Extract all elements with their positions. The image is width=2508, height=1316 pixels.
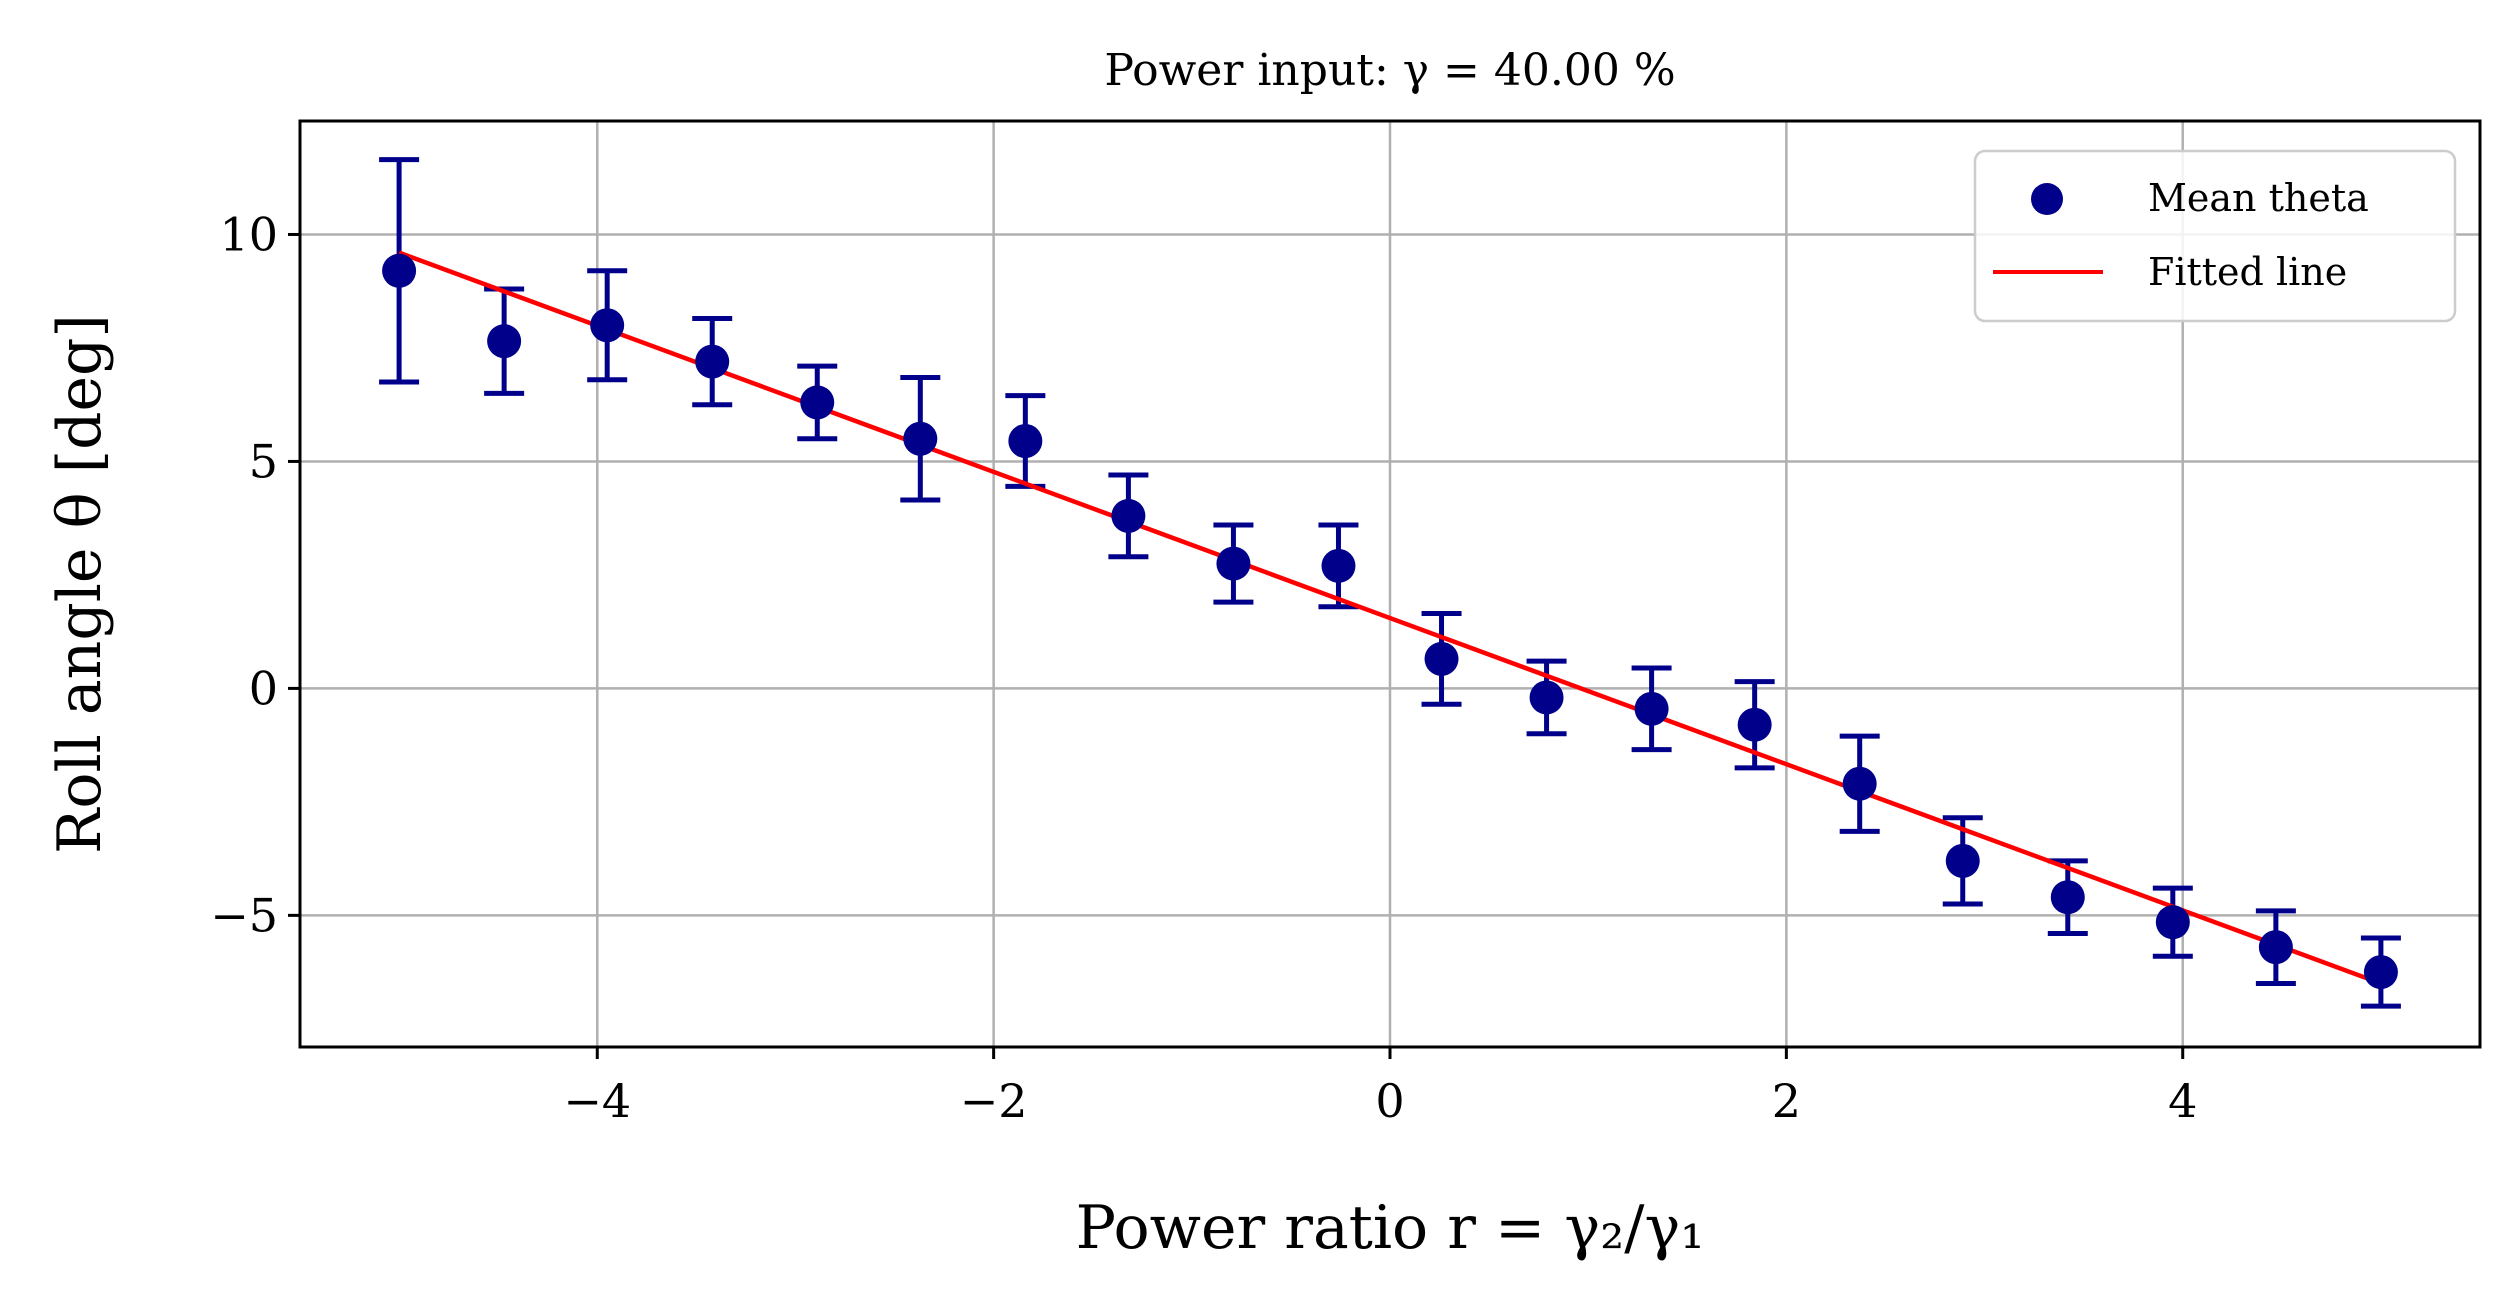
data-point bbox=[1111, 498, 1146, 533]
ticks: −4 −2 0 2 4 −5 0 5 10 bbox=[210, 207, 2197, 1128]
fitted-line bbox=[398, 250, 2382, 986]
x-tick-label: 4 bbox=[2168, 1074, 2197, 1128]
x-axis-label: Power ratio r = γ₂/γ₁ bbox=[1076, 1193, 1705, 1263]
y-tick-label: 5 bbox=[249, 434, 278, 488]
x-tick-label: 0 bbox=[1375, 1074, 1404, 1128]
legend-label-fitted-line: Fitted line bbox=[2148, 250, 2347, 294]
y-axis-label: Roll angle θ [deg] bbox=[45, 314, 115, 854]
data-point bbox=[903, 421, 938, 456]
data-point bbox=[590, 308, 625, 343]
chart-title: Power input: γ = 40.00 % bbox=[1104, 45, 1675, 96]
y-tick-label: −5 bbox=[210, 888, 278, 942]
data-point bbox=[2363, 955, 2398, 990]
data-point bbox=[1008, 424, 1043, 459]
legend: Mean theta Fitted line bbox=[1973, 149, 2457, 323]
y-tick-label: 10 bbox=[219, 207, 278, 261]
data-point bbox=[382, 253, 417, 288]
x-tick-label: −2 bbox=[960, 1074, 1028, 1128]
data-point bbox=[1529, 680, 1564, 715]
legend-box bbox=[1973, 149, 2457, 323]
x-tick-label: 2 bbox=[1772, 1074, 1801, 1128]
series-layer bbox=[379, 157, 2401, 1009]
data-point bbox=[1634, 691, 1669, 726]
data-point bbox=[800, 385, 835, 420]
data-point bbox=[2155, 905, 2190, 940]
data-point bbox=[1737, 707, 1772, 742]
data-point bbox=[487, 324, 522, 359]
data-point bbox=[1321, 548, 1356, 583]
x-tick-label: −4 bbox=[563, 1074, 631, 1128]
y-tick-label: 0 bbox=[249, 661, 278, 715]
data-point bbox=[1945, 843, 1980, 878]
data-point bbox=[1216, 546, 1251, 581]
data-point bbox=[695, 344, 730, 379]
data-point bbox=[2258, 930, 2293, 965]
legend-marker-mean-theta bbox=[2031, 183, 2063, 215]
data-point bbox=[1424, 641, 1459, 676]
data-point bbox=[1842, 766, 1877, 801]
legend-label-mean-theta: Mean theta bbox=[2148, 176, 2369, 220]
data-point bbox=[2050, 880, 2085, 915]
